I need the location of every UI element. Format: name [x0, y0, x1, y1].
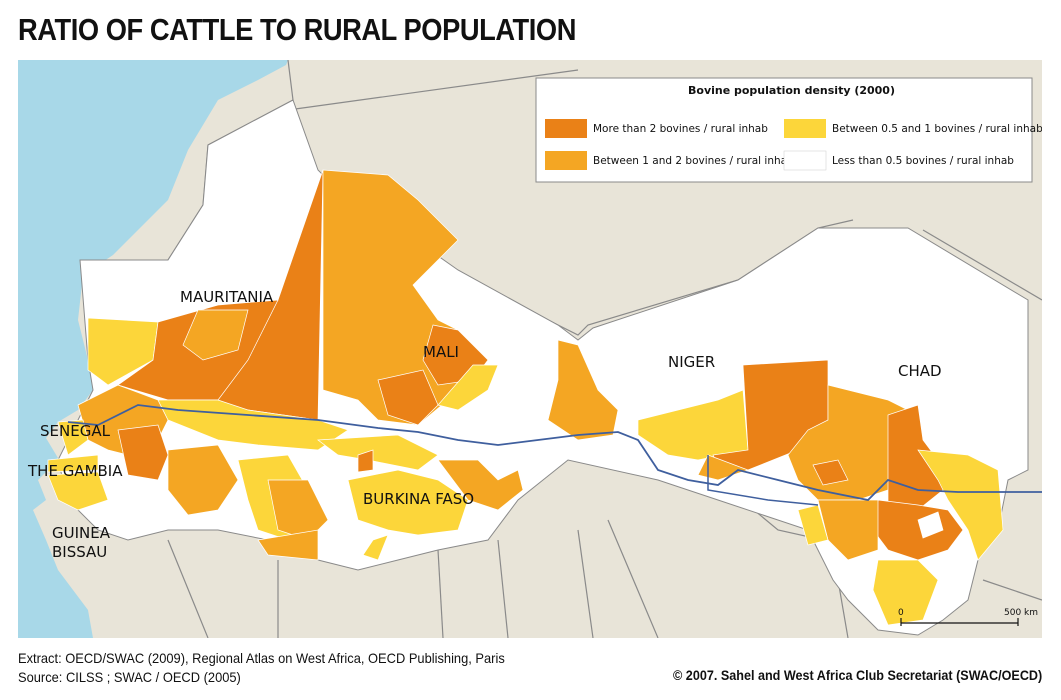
region-senegal-low [57, 419, 89, 456]
region-gambia-low [47, 454, 99, 473]
region-chad-low-2 [872, 559, 939, 626]
label-gambia: THE GAMBIA [27, 462, 123, 480]
scale-bar: 0 500 km [898, 608, 1038, 626]
region-east-mali-medium [547, 339, 619, 441]
page-title: RATIO OF CATTLE TO RURAL POPULATION [18, 12, 576, 47]
label-mali: MALI [423, 343, 459, 361]
legend-label-minimal: Less than 0.5 bovines / rural inhab [832, 155, 1014, 167]
label-guinea: GUINEA [52, 524, 111, 542]
footer-copyright: © 2007. Sahel and West Africa Club Secre… [672, 667, 1042, 683]
region-chad-high-3 [812, 459, 849, 486]
footer-source: Source: CILSS ; SWAC / OECD (2005) [18, 669, 241, 685]
legend-label-high: More than 2 bovines / rural inhab [593, 123, 768, 135]
region-guinea-bissau-low [47, 471, 109, 511]
legend-label-medium: Between 1 and 2 bovines / rural inhab [593, 155, 794, 167]
region-mauritania-medium [182, 309, 249, 361]
region-chad-white-hole [917, 511, 944, 539]
region-mali-low [437, 364, 499, 411]
region-west-guinea-medium [167, 444, 239, 516]
legend-swatch-high [545, 119, 587, 138]
legend-title: Bovine population density (2000) [688, 84, 895, 97]
region-niger-medium [697, 454, 750, 481]
region-burkina-low-2 [362, 534, 389, 561]
scale-end-label: 500 km [1004, 608, 1038, 618]
tributary [707, 455, 819, 506]
map: Bovine population density (2000) More th… [18, 60, 1042, 638]
footer-extract: Extract: OECD/SWAC (2009), Regional Atla… [18, 650, 505, 666]
region-center-low [317, 434, 439, 471]
label-chad: CHAD [898, 362, 942, 380]
legend-swatch-minimal [783, 150, 827, 171]
scale-start-label: 0 [898, 608, 904, 618]
region-burkina-medium [437, 459, 524, 511]
legend-label-low: Between 0.5 and 1 bovines / rural inhab [832, 123, 1042, 135]
region-mauritania-low [87, 317, 159, 386]
label-burkina-faso: BURKINA FASO [363, 490, 474, 508]
label-mauritania: MAURITANIA [180, 288, 274, 306]
region-burkina-high [357, 449, 374, 473]
ocean [18, 60, 288, 638]
label-niger: NIGER [668, 353, 715, 371]
legend-swatch-low [784, 119, 826, 138]
label-senegal: SENEGAL [40, 422, 111, 440]
region-senegal-high [117, 424, 169, 481]
legend-swatch-medium [545, 151, 587, 170]
label-bissau: BISSAU [52, 543, 107, 561]
region-chad-low [917, 449, 1004, 561]
niger-river [67, 404, 1042, 501]
region-burkina-low [347, 469, 469, 536]
region-mali-high-3 [377, 369, 439, 426]
region-chad-low-3 [797, 504, 829, 546]
region-ci-medium [257, 529, 319, 561]
legend: Bovine population density (2000) More th… [535, 77, 1042, 183]
